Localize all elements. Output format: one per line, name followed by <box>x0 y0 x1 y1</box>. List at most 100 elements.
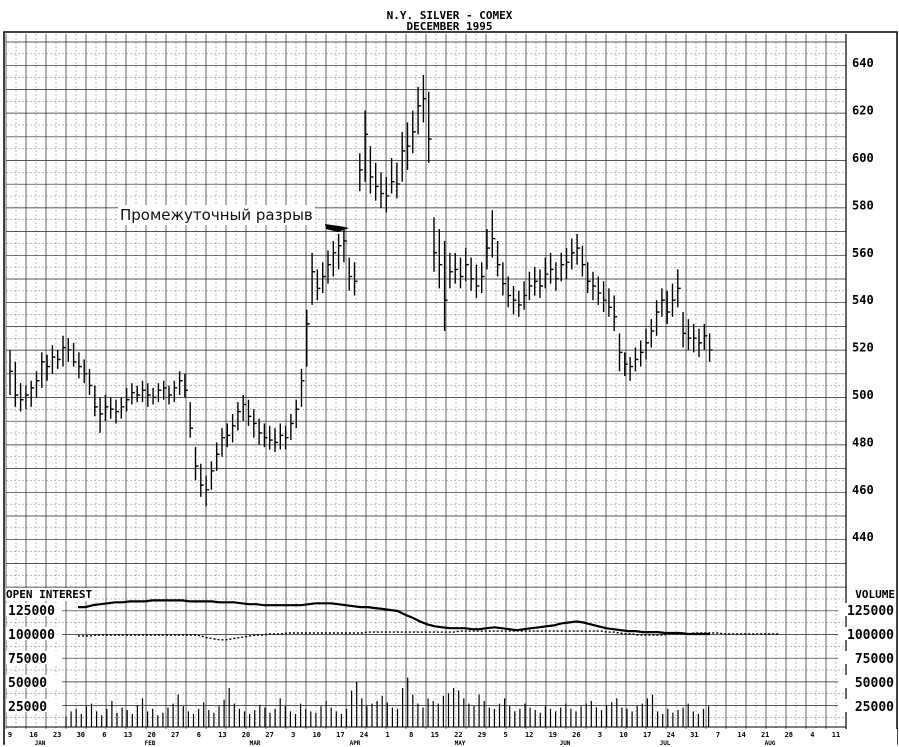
month-label: JUL <box>660 740 671 747</box>
price-label-bg <box>849 151 887 164</box>
price-label-bg <box>849 435 887 449</box>
day-tick-label: 23 <box>53 731 61 739</box>
price-label-bg <box>849 482 887 496</box>
price-tick-label: 620 <box>852 104 874 118</box>
price-label-bg <box>849 56 887 70</box>
day-tick-label: 6 <box>197 731 201 739</box>
volume-tick-label: 50000 <box>855 676 894 691</box>
volume-tick-label: 75000 <box>855 652 894 667</box>
day-tick-label: 17 <box>336 731 344 739</box>
oi-tick-label: 125000 <box>8 604 55 619</box>
oi-label-bg <box>6 627 62 640</box>
chart-subtitle: DECEMBER 1995 <box>406 20 493 33</box>
price-label-bg <box>849 530 887 544</box>
day-tick-label: 19 <box>549 731 557 739</box>
price-tick-label: 500 <box>852 388 874 402</box>
price-label-bg <box>849 293 887 307</box>
day-tick-label: 3 <box>598 731 602 739</box>
day-tick-label: 21 <box>761 731 769 739</box>
day-tick-label: 10 <box>619 731 627 739</box>
oi-tick-label: 50000 <box>8 676 47 691</box>
day-tick-label: 13 <box>124 731 132 739</box>
price-tick-label: 480 <box>852 435 874 449</box>
price-tick-label: 540 <box>852 293 874 307</box>
price-label-bg <box>849 245 887 259</box>
price-label-bg <box>849 388 887 401</box>
chart-title: N.Y. SILVER - COMEX <box>386 9 513 22</box>
day-tick-label: 20 <box>147 731 155 739</box>
day-tick-label: 30 <box>77 731 85 739</box>
volume-label: VOLUME <box>855 588 895 601</box>
day-tick-label: 4 <box>810 731 814 739</box>
day-tick-label: 24 <box>667 731 675 739</box>
day-tick-label: 11 <box>832 731 840 739</box>
oi-label-bg <box>6 603 62 616</box>
day-tick-label: 27 <box>171 731 179 739</box>
price-tick-label: 640 <box>852 56 874 70</box>
price-label-bg <box>849 198 887 212</box>
price-tick-label: 520 <box>852 341 874 355</box>
oi-tick-label: 25000 <box>8 700 47 715</box>
price-label-bg <box>849 340 887 354</box>
month-label: MAR <box>250 740 261 747</box>
volume-label-bg <box>838 675 896 688</box>
volume-label-bg <box>838 651 896 664</box>
volume-tick-label: 25000 <box>855 700 894 715</box>
volume-tick-label: 125000 <box>847 604 894 619</box>
price-label-bg <box>849 103 887 117</box>
month-label: JUN <box>560 740 571 747</box>
price-tick-label: 600 <box>852 151 874 165</box>
oi-label-bg <box>6 699 62 712</box>
volume-bars <box>6 677 846 728</box>
price-bars <box>9 75 713 507</box>
day-tick-label: 6 <box>102 731 106 739</box>
oi-tick-label: 100000 <box>8 628 55 643</box>
day-tick-label: 29 <box>478 731 486 739</box>
price-tick-label: 440 <box>852 530 874 544</box>
day-tick-label: 17 <box>643 731 651 739</box>
day-tick-label: 1 <box>385 731 389 739</box>
annotation-arrow <box>325 224 349 232</box>
day-tick-label: 16 <box>29 731 37 739</box>
day-tick-label: 15 <box>431 731 439 739</box>
day-tick-label: 24 <box>360 731 368 739</box>
oi-label-bg <box>6 651 62 664</box>
day-tick-label: 9 <box>8 731 12 739</box>
day-tick-label: 8 <box>409 731 413 739</box>
price-tick-label: 560 <box>852 246 874 260</box>
price-tick-label: 460 <box>852 483 874 497</box>
month-label: FEB <box>145 740 156 747</box>
day-tick-label: 5 <box>503 731 507 739</box>
gap-annotation: Промежуточный разрыв <box>118 205 315 225</box>
day-tick-label: 14 <box>737 731 745 739</box>
month-label: MAY <box>455 740 466 747</box>
day-tick-label: 20 <box>242 731 250 739</box>
volume-tick-label: 100000 <box>847 628 894 643</box>
date-axis-bg <box>5 729 897 746</box>
date-axis-labels: 9 16 23 30 6 13 20 27 6 13 20 27 3 10 17 24 1 8 15 22 29 5 12 1… <box>5 729 897 747</box>
day-tick-label: 3 <box>291 731 295 739</box>
day-tick-label: 10 <box>313 731 321 739</box>
open-interest-series <box>78 599 710 636</box>
month-label: JAN <box>35 740 46 747</box>
price-tick-label: 580 <box>852 198 874 212</box>
volume-label-bg <box>838 603 896 616</box>
day-tick-label: 28 <box>785 731 793 739</box>
day-tick-label: 22 <box>454 731 462 739</box>
volume-average-line <box>78 630 780 641</box>
volume-label-bg <box>838 699 896 712</box>
day-tick-label: 13 <box>218 731 226 739</box>
day-tick-label: 26 <box>572 731 580 739</box>
day-tick-label: 31 <box>690 731 698 739</box>
volume-label-bg <box>838 627 896 640</box>
month-label: APR <box>350 740 361 747</box>
day-tick-label: 27 <box>265 731 273 739</box>
day-tick-label: 12 <box>525 731 533 739</box>
oi-tick-label: 75000 <box>8 652 47 667</box>
oi-label-bg <box>6 675 62 688</box>
volume-axis-labels: 25000 50000 75000 100000 125000 25000 50000 750… <box>6 603 896 715</box>
price-axis-labels: 440 460 480 500 520 540 560 580 600 620 640 <box>849 56 887 544</box>
month-label: AUG <box>765 740 776 747</box>
open-interest-label: OPEN INTEREST <box>6 588 93 601</box>
